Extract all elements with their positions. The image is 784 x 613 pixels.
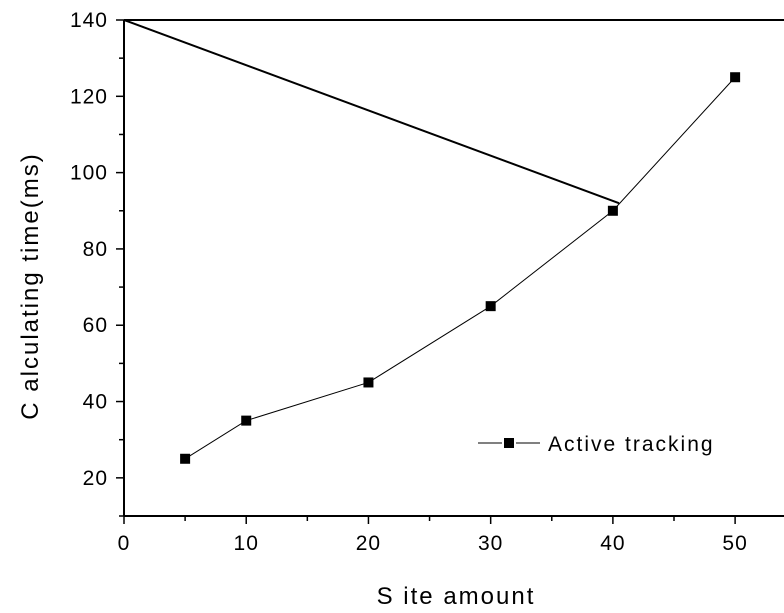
y-tick-label: 100 <box>70 162 108 185</box>
y-tick-label: 20 <box>83 467 108 490</box>
y-tick-label: 140 <box>70 9 108 32</box>
x-tick-label: 50 <box>722 532 747 555</box>
data-point-marker <box>485 301 496 312</box>
series-line <box>184 76 736 460</box>
data-point-marker <box>363 377 374 388</box>
legend-label: Active tracking <box>548 433 715 456</box>
y-tick-label: 60 <box>83 314 108 337</box>
y-tick-label: 80 <box>83 238 108 261</box>
y-tick-label: 120 <box>70 85 108 108</box>
data-point-marker <box>730 72 741 83</box>
legend-marker <box>504 438 514 448</box>
annotation-line <box>123 19 620 205</box>
x-tick-label: 0 <box>118 532 131 555</box>
y-axis-title: C alculating time(ms) <box>17 152 44 419</box>
legend: Active tracking <box>478 433 715 456</box>
x-tick-label: 40 <box>600 532 625 555</box>
series-layer <box>180 72 741 464</box>
x-tick-label: 10 <box>234 532 259 555</box>
data-point-marker <box>180 453 191 464</box>
y-tick-label: 40 <box>83 391 108 414</box>
data-point-marker <box>241 415 252 426</box>
ticks: 0 10 20 30 40 50 20 40 60 80 100 120 140 <box>70 9 747 555</box>
x-tick-label: 30 <box>478 532 503 555</box>
x-axis-title: S ite amount <box>377 583 536 610</box>
data-point-marker <box>607 205 618 216</box>
annotation-layer <box>123 19 620 205</box>
x-tick-label: 20 <box>356 532 381 555</box>
